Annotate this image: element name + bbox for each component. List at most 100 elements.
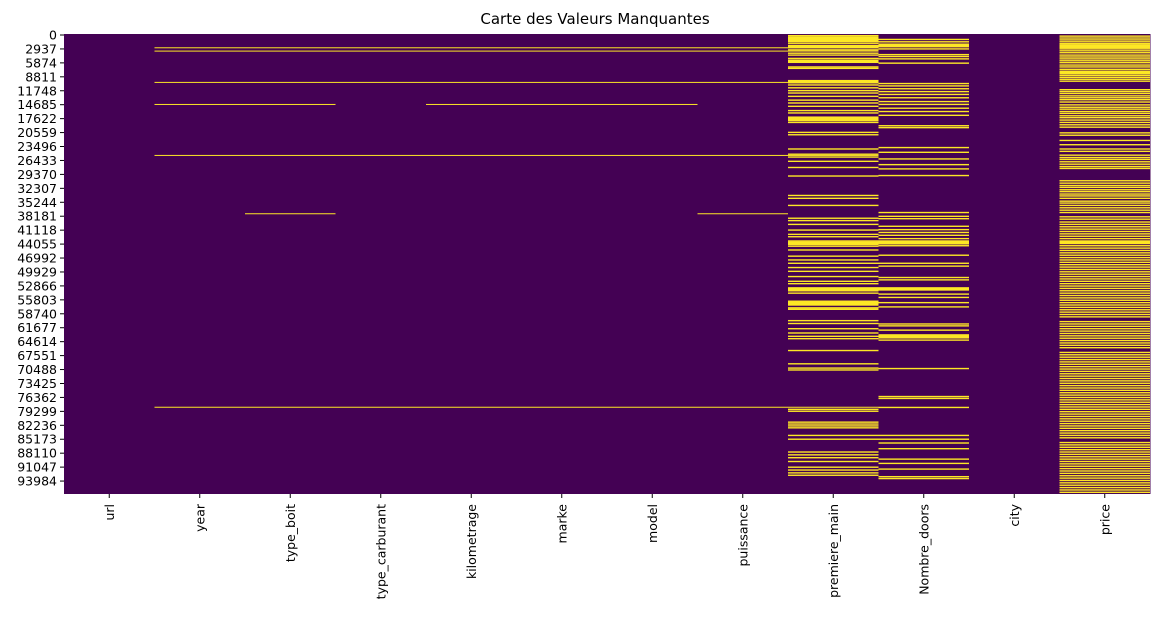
missing-cell-price [1059, 285, 1150, 287]
missing-cell-price [1059, 489, 1150, 491]
y-tick-label: 26433 [17, 153, 57, 168]
missing-cell-price [1059, 346, 1150, 349]
missing-cell-price [1059, 297, 1150, 299]
missing-cell-Nombre_doors [878, 462, 969, 465]
missing-cell-price [1059, 301, 1150, 304]
missing-cell-premiere_main [788, 245, 879, 247]
missing-cell-price [1059, 148, 1150, 150]
missing-cell-price [1059, 401, 1150, 403]
missing-cluster-premiere_main [788, 36, 879, 41]
x-tick-label-url: url [102, 504, 117, 521]
missing-cell-price [1059, 254, 1150, 256]
missing-cell-price [1059, 186, 1150, 189]
missing-cell-price [1059, 411, 1150, 413]
missing-cell-price [1059, 249, 1150, 252]
missing-cell-price [1059, 394, 1150, 396]
column-background-model [607, 34, 698, 494]
missing-cell-price [1059, 491, 1150, 494]
y-tick-label: 2937 [25, 41, 57, 56]
missing-cell-price [1059, 158, 1150, 161]
y-tick-label: 23496 [17, 139, 57, 154]
missing-cell-premiere_main [788, 337, 879, 340]
missing-cell-premiere_main [788, 95, 879, 98]
missing-cell-price [1059, 313, 1150, 316]
missing-cell-price [1059, 211, 1150, 214]
missing-cell-price [1059, 344, 1150, 347]
missing-cell-premiere_main [788, 219, 879, 222]
missing-cell-price [1059, 163, 1150, 165]
missing-cell-premiere_main [788, 121, 879, 124]
missing-cell-price [1059, 66, 1150, 68]
missing-cell-price [1059, 112, 1150, 115]
missing-cell-price [1059, 306, 1150, 309]
missing-cell-Nombre_doors [878, 53, 969, 56]
missing-cell-premiere_main [788, 52, 879, 54]
missing-cluster-Nombre_doors [878, 240, 969, 245]
missing-cell-Nombre_doors [878, 38, 969, 41]
missing-cell-price [1059, 332, 1150, 335]
missing-cell-price [1059, 373, 1150, 375]
missing-cell-premiere_main [788, 57, 879, 60]
missing-cell-Nombre_doors [878, 82, 969, 85]
missing-cell-premiere_main [788, 84, 879, 86]
missing-cell-premiere_main [788, 223, 879, 226]
missing-cell-premiere_main [788, 308, 879, 310]
missing-cell-price [1059, 108, 1150, 110]
missing-cell-price [1059, 156, 1150, 159]
missing-cell-premiere_main [788, 229, 879, 231]
missing-cell-price [1059, 235, 1150, 237]
missing-cell-premiere_main [788, 131, 879, 134]
missing-band-0 [154, 47, 879, 49]
missing-cell-Nombre_doors [878, 41, 969, 43]
missing-cell-price [1059, 207, 1150, 209]
missing-cell-price [1059, 189, 1150, 191]
missing-cell-Nombre_doors [878, 100, 969, 103]
missing-cluster-premiere_main [788, 301, 879, 305]
missing-cell-price [1059, 290, 1150, 292]
missing-cell-Nombre_doors [878, 126, 969, 129]
missing-cell-price [1059, 50, 1150, 52]
missing-cell-price [1059, 273, 1150, 275]
missing-cell-price [1059, 380, 1150, 382]
missing-cell-price [1059, 363, 1150, 365]
missing-cell-price [1059, 330, 1150, 332]
missing-cell-premiere_main [788, 474, 879, 476]
missing-cluster-premiere_main [788, 241, 879, 246]
missing-cell-price [1059, 54, 1150, 56]
y-tick-label: 67551 [17, 348, 57, 363]
missing-cell-Nombre_doors [878, 468, 969, 470]
missing-cell-price [1059, 354, 1150, 356]
column-background-city [969, 34, 1060, 494]
missing-cell-price [1059, 458, 1150, 460]
missing-cell-price [1059, 432, 1150, 434]
missing-cell-price [1059, 60, 1150, 62]
x-tick-label-premiere_main: premiere_main [826, 504, 841, 598]
y-tick-label: 29370 [17, 167, 57, 182]
missing-cell-Nombre_doors [878, 114, 969, 117]
missing-cell-Nombre_doors [878, 88, 969, 90]
missing-cell-premiere_main [788, 335, 879, 338]
missing-cell-Nombre_doors [878, 218, 969, 220]
missing-cell-price [1059, 427, 1150, 430]
missing-cell-premiere_main [788, 457, 879, 459]
missing-cell-premiere_main [788, 233, 879, 236]
missing-cell-premiere_main [788, 148, 879, 150]
missing-cell-price [1059, 299, 1150, 301]
missing-cell-premiere_main [788, 275, 879, 278]
missing-cell-Nombre_doors [878, 163, 969, 166]
missing-cell-price [1059, 463, 1150, 465]
missing-cell-price [1059, 76, 1150, 79]
missing-cell-premiere_main [788, 134, 879, 136]
y-tick-label: 49929 [17, 264, 57, 279]
missing-cell-Nombre_doors [878, 262, 969, 264]
missing-cell-Nombre_doors [878, 325, 969, 327]
missing-cell-premiere_main [788, 454, 879, 456]
x-axis: url year type_boit type_carburant kilometrag… [102, 494, 1112, 599]
missing-cell-Nombre_doors [878, 323, 969, 325]
missing-cell-price [1059, 309, 1150, 311]
missing-cell-price [1059, 132, 1150, 134]
y-tick-label: 38181 [17, 209, 57, 224]
missing-cell-premiere_main [788, 105, 879, 108]
missing-cell-Nombre_doors [878, 276, 969, 279]
